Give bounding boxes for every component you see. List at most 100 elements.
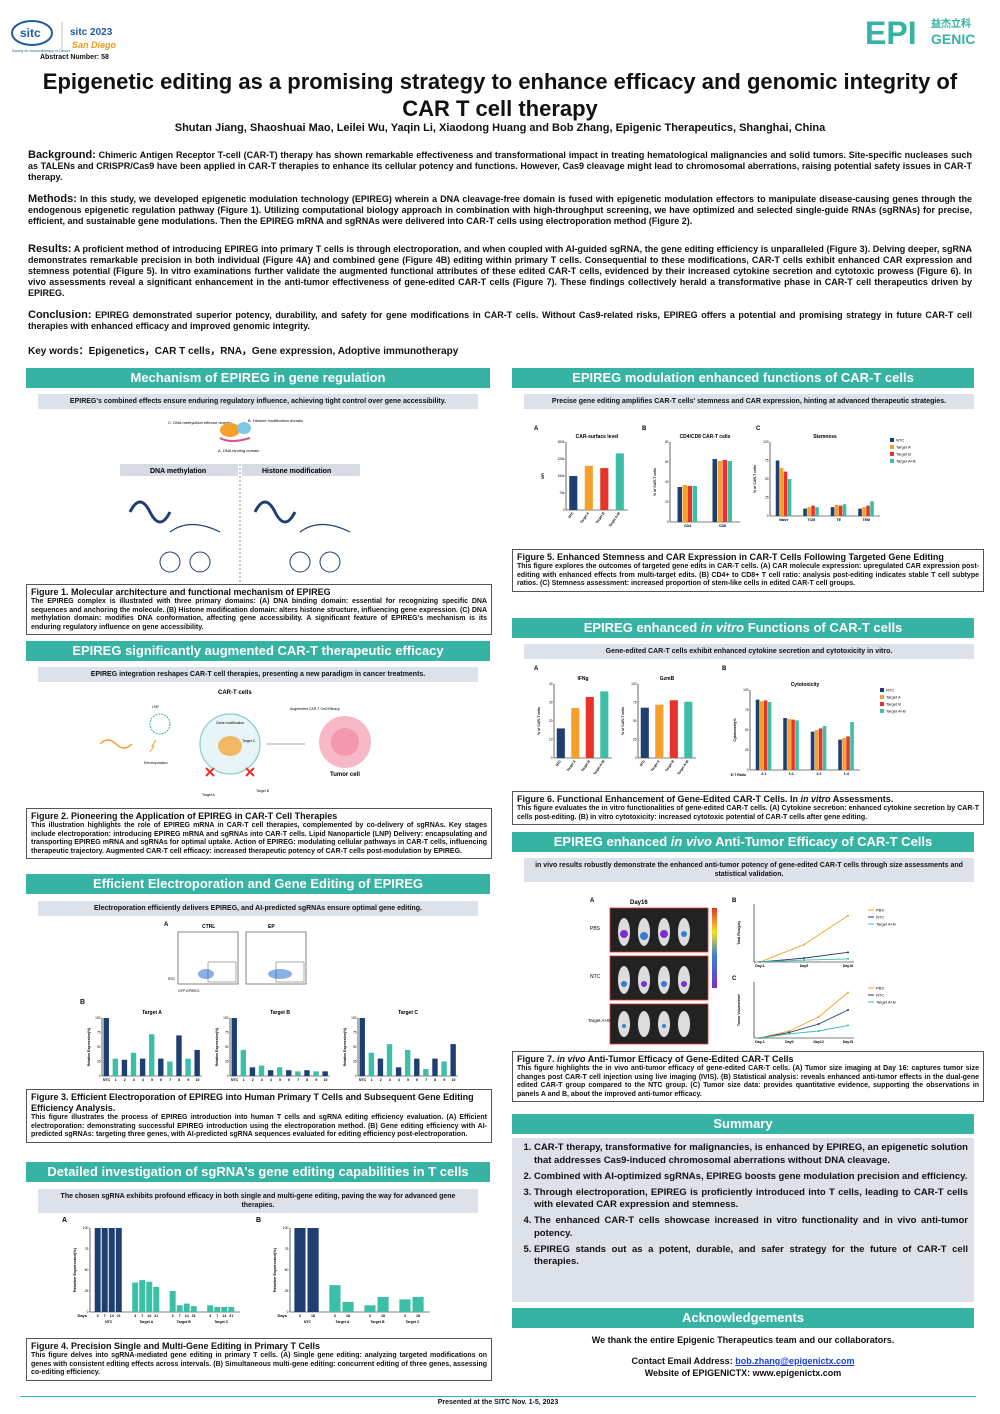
x-tick-label: 3 [299,1314,301,1318]
x-tick-label: Day12 [814,1040,824,1044]
data-point [759,961,761,963]
x-tick-label: 10 [324,1078,328,1082]
y-tick-label: 0 [747,768,749,772]
bar [682,485,687,522]
x-tick-label: Day-1 [755,964,765,968]
y-tick-label: 25 [633,738,637,742]
legend-label: Target B [886,702,901,707]
section-sub-electro: Electroporation efficiently delivers EPI… [38,901,478,916]
x-tick-label: 6 [160,1078,162,1082]
svg-text:Gene modification: Gene modification [216,721,244,725]
svg-text:B. Histone modification domain: B. Histone modification domain [248,418,303,423]
bar [842,738,846,770]
bar [194,1049,200,1076]
y-tick-label: 75k [559,491,565,495]
legend-swatch [890,438,894,442]
y-axis-label: Relative Expression(%) [215,1028,219,1067]
bar [176,1305,183,1312]
bar [569,476,578,510]
y-axis-label: % of CAR-T cells [537,707,541,735]
bar [585,696,594,758]
legend-label: Target B [896,452,911,457]
x-tick-label: 2:1 [761,772,766,776]
x-axis-label: Days [77,1313,87,1318]
bar [169,1291,176,1312]
y-tick-label: 25 [353,1060,357,1064]
y-tick-label: 100 [631,682,637,686]
bar [130,1052,137,1076]
bar [432,1058,438,1076]
y-tick-label: 75 [765,459,769,463]
section-head-invitro: EPIREG enhanced in vitro Functions of CA… [512,618,974,638]
y-axis-label: Relative Expression(%) [272,1247,277,1292]
summary-item: Through electroporation, EPIREG is profi… [534,1187,968,1212]
bar [795,720,799,770]
x-tick-label: Target A [579,511,590,524]
x-axis-label: E:T Ratio [731,773,746,777]
bar [834,504,839,516]
y-tick-label: 25 [285,1289,289,1293]
group-label: Target B [371,1320,385,1324]
bar [103,1018,109,1076]
figure-2-diagram: CAR-T cells Augmented CAR-T Cell Efficac… [99,690,371,797]
bar [342,1301,354,1312]
ack-contact: Contact Email Address: bob.zhang@epigeni… [631,1356,855,1366]
y-tick-label: 75 [745,708,749,712]
y-tick-label: 100 [95,1016,101,1020]
data-point [788,1030,791,1032]
x-tick-label: 1 [371,1078,373,1082]
y-tick-label: 80 [665,440,669,444]
contact-email-link[interactable]: bob.zhang@epigenictx.com [735,1356,855,1366]
x-tick-label: TE [837,518,842,522]
section-head-electro: Efficient Electroporation and Gene Editi… [26,874,490,894]
legend-label: Target A+B [876,1000,896,1005]
bar [359,1018,365,1076]
x-tick-label: 3 [172,1314,174,1318]
bar [364,1305,376,1312]
y-tick-label: 50 [765,477,769,481]
data-point [847,1024,849,1027]
bar [286,1070,292,1076]
bar [258,1065,265,1076]
x-tick-label: 14 [110,1314,114,1318]
bar [712,459,717,522]
bar [307,1228,319,1312]
svg-text:A: A [590,898,595,904]
series-line [759,992,849,1039]
bar [571,708,580,758]
bar [717,461,722,522]
svg-text:sitc 2023: sitc 2023 [70,27,113,38]
section-sub-invivo: in vivo results robustly demonstrate the… [524,858,974,882]
x-tick-label: 21 [154,1314,158,1318]
bar [322,1071,328,1076]
bar [600,691,609,758]
bar [295,1071,301,1076]
y-tick-label: 0 [227,1074,229,1078]
legend-label: Target A+B [876,922,896,927]
x-tick-label: Target A+B [608,511,622,528]
y-tick-label: 50 [97,1045,101,1049]
y-axis-label: Relative Expression(%) [87,1028,91,1067]
svg-text:CAR-T cells: CAR-T cells [218,690,252,696]
panel-label: A [534,666,539,672]
summary-item: EPIREG stands out as a potent, durable, … [534,1244,968,1269]
group-label: Target C [406,1320,420,1324]
x-tick-label: 3 [389,1078,391,1082]
x-tick-label: 1:4 [844,772,849,776]
bar [313,1071,319,1076]
x-tick-label: 14 [222,1314,226,1318]
y-tick-label: 30 [549,701,553,705]
bar [791,719,795,770]
abstract-number: Abstract Number: 58 [40,54,109,61]
bar [214,1306,221,1312]
bar [787,479,792,516]
bar [759,701,764,770]
x-axis-label: Days [277,1313,287,1318]
figure-1-caption: Figure 1. Molecular architecture and fun… [26,584,492,635]
x-tick-label: 3 [97,1314,99,1318]
chart-title: Target C [398,1010,418,1016]
x-tick-label: CD4 [684,524,691,528]
bar [815,507,819,516]
x-tick-label: 3 [261,1078,263,1082]
